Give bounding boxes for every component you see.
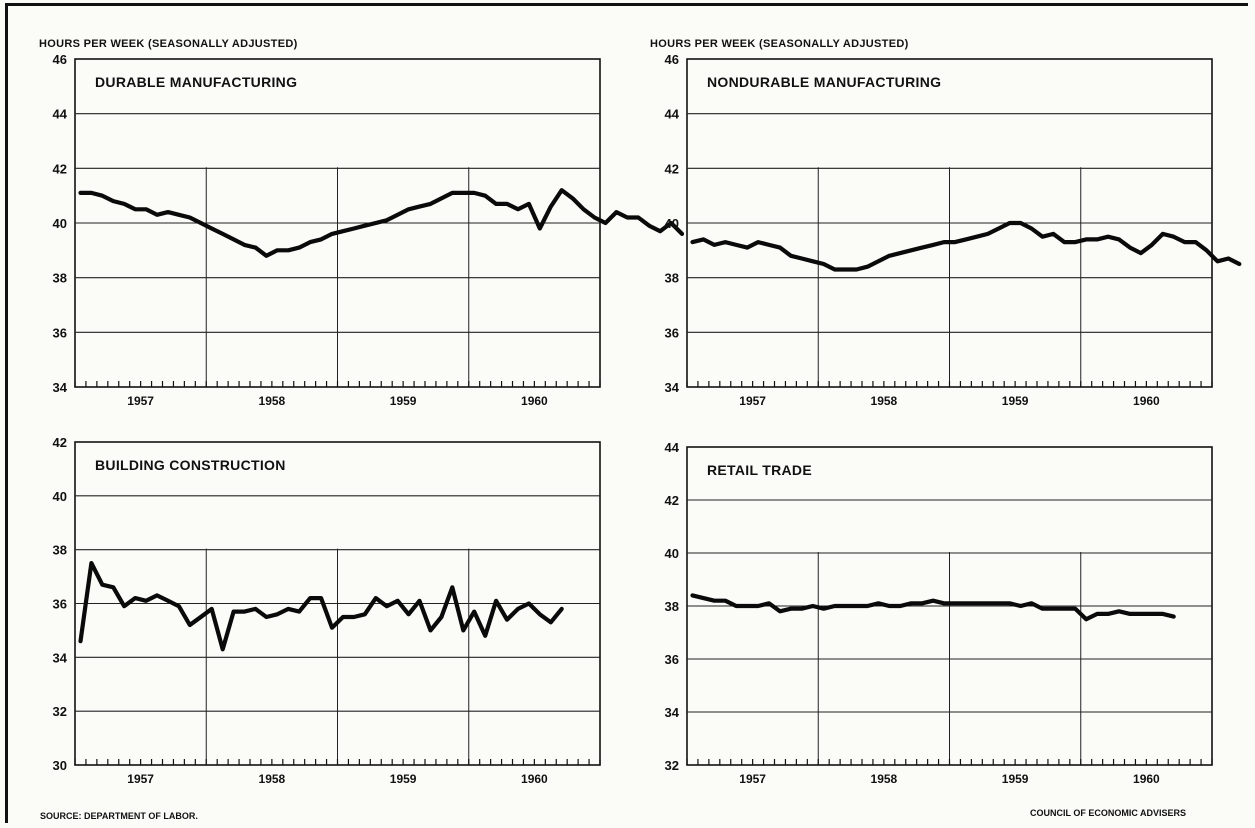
y-tick-label: 40 xyxy=(53,216,67,231)
x-tick-label: 1957 xyxy=(739,772,766,786)
y-tick-label: 38 xyxy=(53,543,67,558)
x-tick-label: 1958 xyxy=(259,772,286,786)
y-tick-label: 46 xyxy=(53,52,67,67)
x-tick-label: 1960 xyxy=(521,772,548,786)
y-tick-label: 40 xyxy=(665,546,679,561)
y-tick-label: 36 xyxy=(665,652,679,667)
y-axis-label-right: HOURS PER WEEK (SEASONALLY ADJUSTED) xyxy=(650,38,909,50)
x-tick-label: 1958 xyxy=(871,394,898,408)
chart-building-construction: 30 32 34 36 38 40 42 1957 1958 1959 1960 BUILDING C… xyxy=(53,435,601,786)
x-tick-label: 1959 xyxy=(1002,772,1029,786)
credit-note: COUNCIL OF ECONOMIC ADVISERS xyxy=(1030,808,1187,818)
x-tick-label: 1958 xyxy=(871,772,898,786)
y-tick-label: 34 xyxy=(53,380,68,395)
y-tick-label: 34 xyxy=(53,650,68,665)
x-tick-label: 1959 xyxy=(390,772,417,786)
x-tick-label: 1957 xyxy=(739,394,766,408)
y-tick-label: 32 xyxy=(53,704,67,719)
y-tick-label: 36 xyxy=(53,325,67,340)
y-tick-label: 44 xyxy=(665,440,680,455)
y-tick-label: 44 xyxy=(53,107,68,122)
x-tick-label: 1960 xyxy=(1133,394,1160,408)
y-tick-label: 32 xyxy=(665,758,679,773)
y-tick-label: 42 xyxy=(53,435,67,450)
x-tick-label: 1957 xyxy=(127,394,154,408)
y-tick-label: 40 xyxy=(665,216,679,231)
y-tick-label: 36 xyxy=(665,325,679,340)
y-tick-label: 46 xyxy=(665,52,679,67)
page-border xyxy=(5,3,1248,823)
y-tick-label: 38 xyxy=(665,599,679,614)
x-tick-label: 1960 xyxy=(521,394,548,408)
y-tick-label: 42 xyxy=(665,161,679,176)
chart-title: BUILDING CONSTRUCTION xyxy=(95,457,286,473)
x-tick-label: 1957 xyxy=(127,772,154,786)
y-tick-label: 36 xyxy=(53,597,67,612)
x-tick-label: 1958 xyxy=(259,394,286,408)
x-tick-label: 1960 xyxy=(1133,772,1160,786)
series-line xyxy=(690,220,1242,272)
y-tick-label: 44 xyxy=(665,107,680,122)
y-axis-label-left: HOURS PER WEEK (SEASONALLY ADJUSTED) xyxy=(39,38,298,50)
chart-durable-manufacturing: 34 36 38 40 42 44 46 1957 1958 1959 1960 DURABLE MA… xyxy=(53,52,685,408)
source-note: SOURCE: DEPARTMENT OF LABOR. xyxy=(40,811,198,821)
chart-title: RETAIL TRADE xyxy=(707,462,812,478)
series-line xyxy=(78,188,685,258)
y-tick-label: 38 xyxy=(53,271,67,286)
y-tick-label: 34 xyxy=(665,705,680,720)
y-tick-label: 30 xyxy=(53,758,67,773)
x-tick-label: 1959 xyxy=(1002,394,1029,408)
y-tick-label: 34 xyxy=(665,380,680,395)
chart-nondurable-manufacturing: 34 36 38 40 42 44 46 1957 1958 1959 1960 NONDURABLE… xyxy=(665,52,1242,408)
chart-title: DURABLE MANUFACTURING xyxy=(95,74,297,90)
y-tick-label: 38 xyxy=(665,271,679,286)
y-tick-label: 40 xyxy=(53,489,67,504)
chart-retail-trade: 32 34 36 38 40 42 44 1957 1958 1959 1960 RETAIL TRA… xyxy=(665,440,1213,786)
series-line xyxy=(690,593,1176,622)
x-tick-label: 1959 xyxy=(390,394,417,408)
y-tick-label: 42 xyxy=(53,161,67,176)
series-line xyxy=(78,561,564,652)
chart-title: NONDURABLE MANUFACTURING xyxy=(707,74,941,90)
y-tick-label: 42 xyxy=(665,493,679,508)
